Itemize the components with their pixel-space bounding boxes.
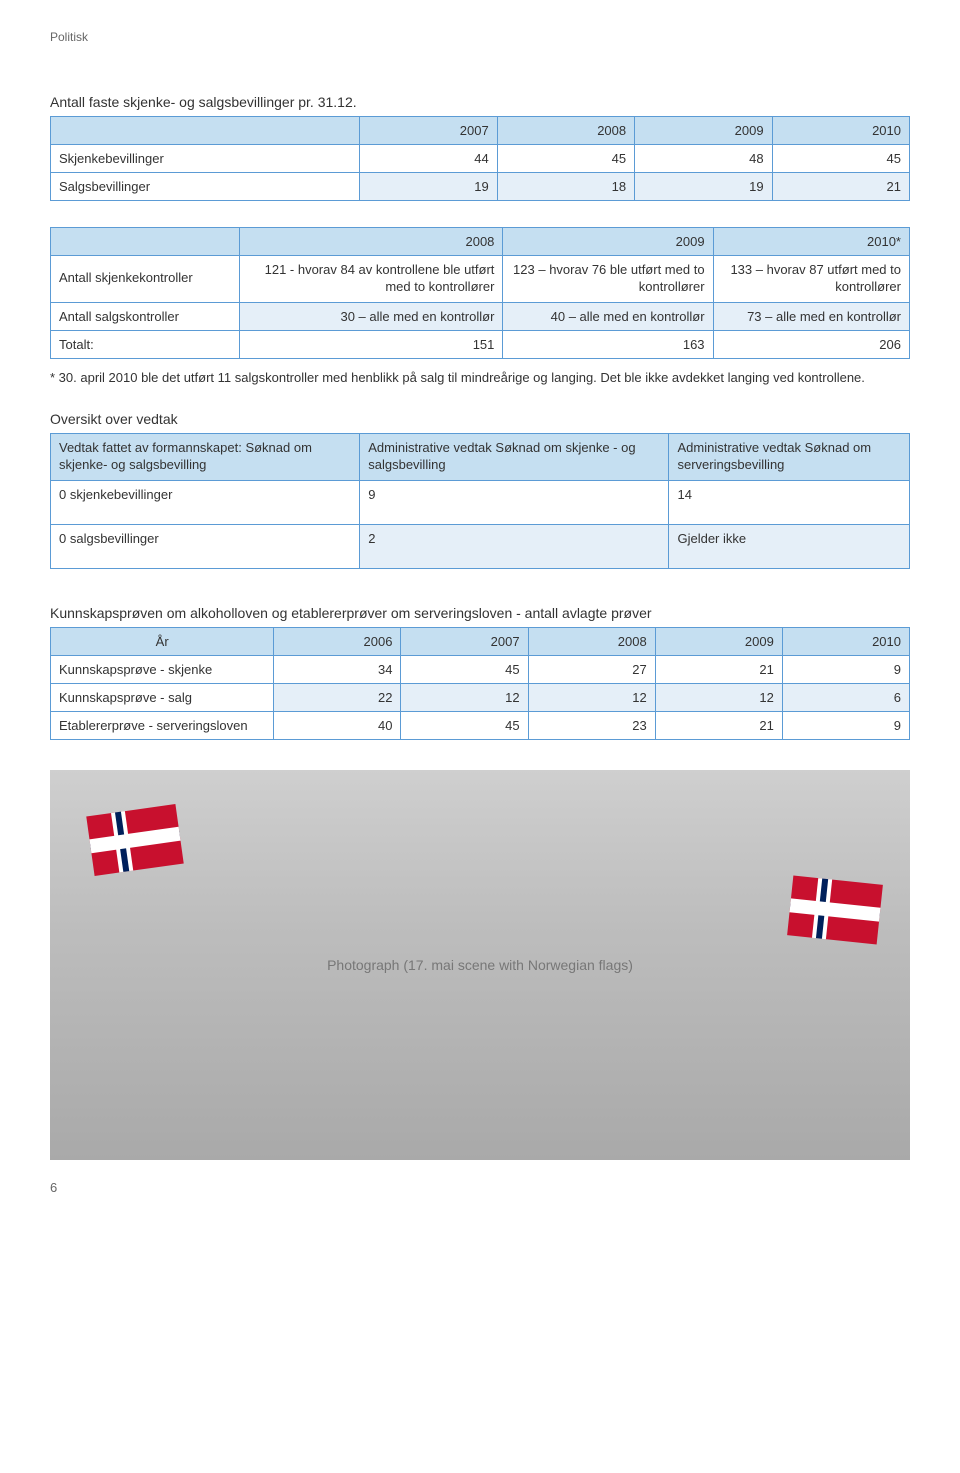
cell: 40 – alle med en kontrollør [503, 302, 713, 330]
cell: 48 [635, 145, 772, 173]
page-number: 6 [50, 1180, 910, 1195]
cell: Gjelder ikke [669, 524, 910, 568]
table2-col3: 2010* [713, 228, 909, 256]
table4: År 2006 2007 2008 2009 2010 Kunnskapsprø… [50, 627, 910, 740]
photo-alt-text: Photograph (17. mai scene with Norwegian… [327, 957, 633, 973]
cell: 133 – hvorav 87 utført med to kontrollør… [713, 256, 909, 303]
table1-col0 [51, 117, 360, 145]
table1-col1: 2007 [360, 117, 497, 145]
table4-col3: 2008 [528, 627, 655, 655]
table4-col0: År [51, 627, 274, 655]
cell: 23 [528, 711, 655, 739]
table-row: Antall salgskontroller 30 – alle med en … [51, 302, 910, 330]
table2: 2008 2009 2010* Antall skjenkekontroller… [50, 227, 910, 359]
cell: 151 [239, 330, 502, 358]
cell: 6 [782, 683, 909, 711]
page-header: Politisk [50, 30, 910, 44]
table1-title: Antall faste skjenke- og salgsbevillinge… [50, 94, 910, 110]
table1-col3: 2009 [635, 117, 772, 145]
table4-col4: 2009 [655, 627, 782, 655]
cell: Kunnskapsprøve - skjenke [51, 655, 274, 683]
cell: 21 [655, 655, 782, 683]
table4-col2: 2007 [401, 627, 528, 655]
cell: Kunnskapsprøve - salg [51, 683, 274, 711]
cell: 34 [274, 655, 401, 683]
cell: Antall salgskontroller [51, 302, 240, 330]
cell: 45 [401, 711, 528, 739]
table3-head1: Administrative vedtak Søknad om skjenke … [360, 433, 669, 480]
table4-col1: 2006 [274, 627, 401, 655]
table2-col0 [51, 228, 240, 256]
cell: 45 [497, 145, 634, 173]
cell: 45 [401, 655, 528, 683]
cell: 27 [528, 655, 655, 683]
cell: 30 – alle med en kontrollør [239, 302, 502, 330]
cell: 21 [655, 711, 782, 739]
table-row: Etablererprøve - serveringsloven 40 45 2… [51, 711, 910, 739]
cell: 163 [503, 330, 713, 358]
cell: Antall skjenkekontroller [51, 256, 240, 303]
cell: 40 [274, 711, 401, 739]
cell: 14 [669, 480, 910, 524]
cell: Etablererprøve - serveringsloven [51, 711, 274, 739]
table2-footnote: * 30. april 2010 ble det utført 11 salgs… [50, 369, 910, 387]
cell: Salgsbevillinger [51, 173, 360, 201]
cell: 9 [782, 655, 909, 683]
cell: 0 skjenkebevillinger [51, 480, 360, 524]
table3-head2: Administrative vedtak Søknad om serverin… [669, 433, 910, 480]
table1-col2: 2008 [497, 117, 634, 145]
norwegian-flag-icon [787, 875, 883, 944]
table-row: Antall skjenkekontroller 121 - hvorav 84… [51, 256, 910, 303]
table-row: Salgsbevillinger 19 18 19 21 [51, 173, 910, 201]
cell: 12 [655, 683, 782, 711]
table-row: Kunnskapsprøve - skjenke 34 45 27 21 9 [51, 655, 910, 683]
photo: Photograph (17. mai scene with Norwegian… [50, 770, 910, 1160]
table2-col1: 2008 [239, 228, 502, 256]
table3-head0: Vedtak fattet av formannskapet: Søknad o… [51, 433, 360, 480]
table-row: 0 skjenkebevillinger 9 14 [51, 480, 910, 524]
cell: 2 [360, 524, 669, 568]
cell: Skjenkebevillinger [51, 145, 360, 173]
cell: 9 [782, 711, 909, 739]
cell: 21 [772, 173, 909, 201]
table1-col4: 2010 [772, 117, 909, 145]
cell: 121 - hvorav 84 av kontrollene ble utfør… [239, 256, 502, 303]
cell: 44 [360, 145, 497, 173]
cell: 45 [772, 145, 909, 173]
cell: 9 [360, 480, 669, 524]
cell: 123 – hvorav 76 ble utført med to kontro… [503, 256, 713, 303]
cell: 12 [401, 683, 528, 711]
table1: 2007 2008 2009 2010 Skjenkebevillinger 4… [50, 116, 910, 201]
table4-title: Kunnskapsprøven om alkoholloven og etabl… [50, 605, 910, 621]
cell: 22 [274, 683, 401, 711]
table3-title: Oversikt over vedtak [50, 411, 910, 427]
cell: 19 [360, 173, 497, 201]
cell: 206 [713, 330, 909, 358]
cell: Totalt: [51, 330, 240, 358]
table3: Vedtak fattet av formannskapet: Søknad o… [50, 433, 910, 569]
table-row: Totalt: 151 163 206 [51, 330, 910, 358]
table-row: 0 salgsbevillinger 2 Gjelder ikke [51, 524, 910, 568]
cell: 12 [528, 683, 655, 711]
table2-col2: 2009 [503, 228, 713, 256]
table-row: Kunnskapsprøve - salg 22 12 12 12 6 [51, 683, 910, 711]
cell: 18 [497, 173, 634, 201]
norwegian-flag-icon [86, 804, 183, 876]
cell: 73 – alle med en kontrollør [713, 302, 909, 330]
table-row: Skjenkebevillinger 44 45 48 45 [51, 145, 910, 173]
cell: 19 [635, 173, 772, 201]
table4-col5: 2010 [782, 627, 909, 655]
cell: 0 salgsbevillinger [51, 524, 360, 568]
